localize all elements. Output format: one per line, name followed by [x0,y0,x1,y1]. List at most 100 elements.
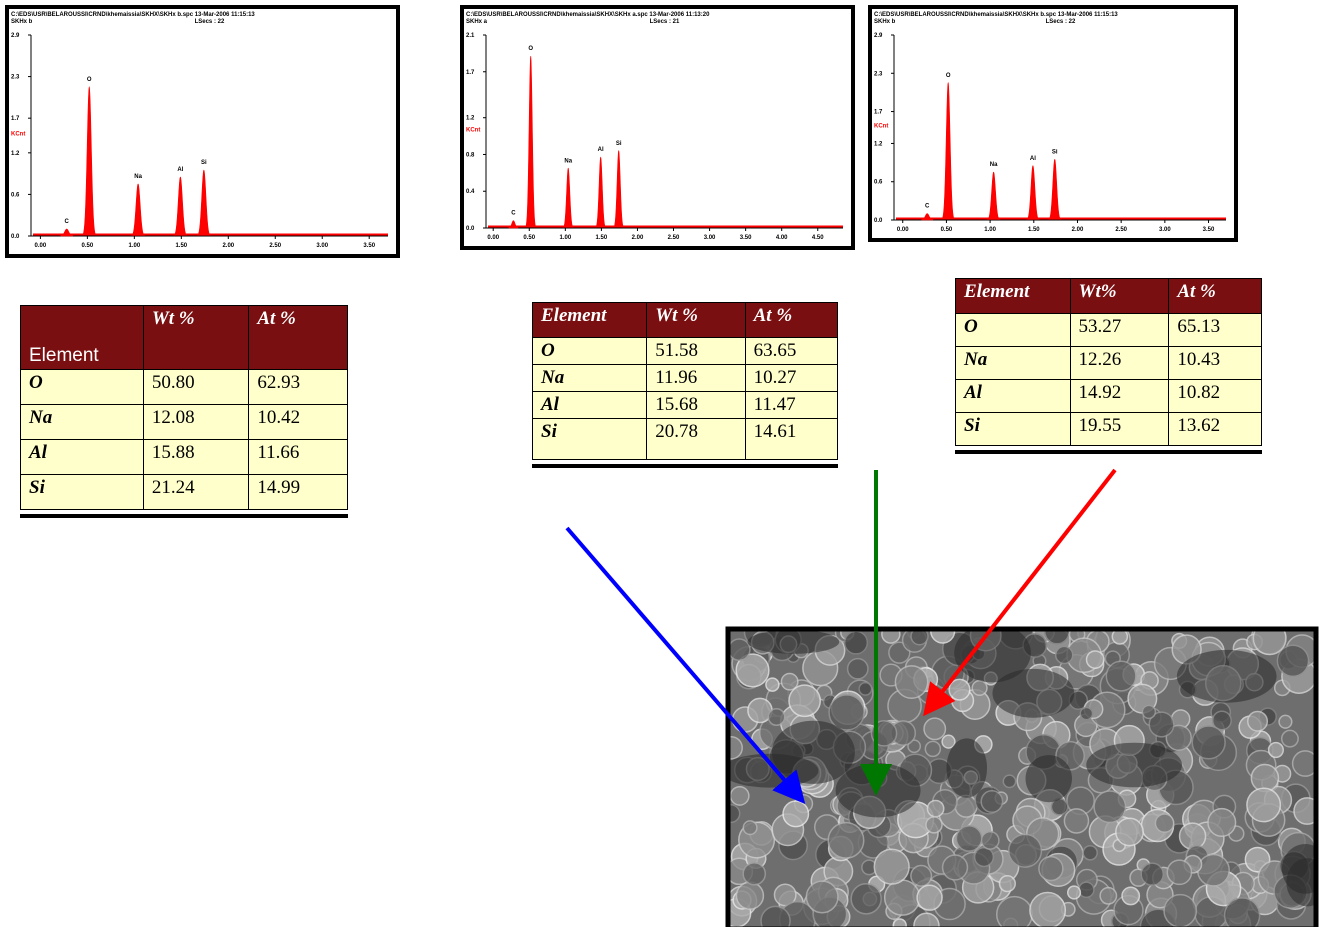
sem-grain [789,685,820,716]
x-tick-label: 1.00 [984,227,996,233]
cell: 50.80 [143,370,249,405]
x-tick-label: 3.50 [363,243,375,249]
x-tick-label: 0.50 [941,227,953,233]
peak-label: Na [564,158,572,164]
cell: 12.08 [143,405,249,440]
peak-label: Si [201,160,207,166]
header-cell: At % [249,306,348,370]
y-tick-label: 2.3 [874,71,883,77]
y-tick-label: 0.6 [874,180,883,186]
sem-grain [1068,886,1081,899]
sem-grain [1141,863,1163,885]
cell: 14.61 [745,419,837,460]
sem-shadow [747,630,839,654]
x-tick-label: 0.50 [523,235,535,241]
header-cell: Element [956,279,1071,314]
sem-grain [743,821,757,835]
sem-grain [1009,834,1042,867]
peak-label: C [511,211,516,217]
sem-shadow [946,738,987,797]
y-tick-label: 2.1 [466,33,475,39]
cell: 10.43 [1169,347,1262,380]
sem-grain [927,800,943,816]
sem-grain [997,897,1032,927]
sem-grain [917,885,942,910]
sem-shadow [1086,743,1182,788]
header-cell: Element [21,306,144,370]
header-cell: Wt % [647,303,745,338]
y-axis-label: KCnt [874,124,888,130]
cell: Al [21,440,144,475]
sem-grain [893,919,906,927]
sem-grain [1247,788,1280,821]
peak-label: Na [990,162,998,168]
sem-grain [1164,895,1196,927]
x-tick-label: 4.00 [776,235,788,241]
chart-subtitle: SKHx b [874,19,896,25]
y-tick-label: 0.6 [11,192,20,198]
sem-grain [848,659,868,679]
sem-grain [1248,711,1268,731]
chart-frame [462,7,853,248]
sem-shadow [992,669,1074,718]
sem-grain [1122,887,1139,904]
sem-grain [1079,882,1094,897]
chart-title: C:\EDS\USR\BELAROUSSI\CRND\khemaissia\SK… [466,12,710,18]
cell: 12.26 [1070,347,1169,380]
x-tick-label: 3.50 [1203,227,1215,233]
sem-grain [783,801,808,826]
sem-grain [895,666,927,698]
cell: O [21,370,144,405]
cell: 62.93 [249,370,348,405]
sem-grain [1083,846,1097,860]
sem-grain [1180,823,1206,849]
sem-grain [1080,707,1092,719]
peak-label: C [65,219,70,225]
sem-grain [1116,818,1143,845]
annotation: LSecs : 21 [650,19,680,25]
x-tick-label: 0.00 [487,235,499,241]
cell: 11.66 [249,440,348,475]
sem-grain [1208,809,1236,837]
chart-subtitle: SKHx b [11,19,33,25]
cell: Al [533,392,647,419]
cell: Si [21,475,144,510]
cell: 10.42 [249,405,348,440]
y-tick-label: 1.2 [874,141,883,147]
sem-grain [1056,646,1073,663]
sem-grain [981,832,999,850]
y-tick-label: 0.0 [11,234,20,240]
sem-grain [1003,775,1015,787]
y-tick-label: 2.3 [11,75,20,81]
peak-label: Na [134,174,142,180]
cell: Na [533,365,647,392]
sem-grain [1198,854,1230,886]
sem-shadow [1026,755,1072,802]
x-tick-label: 2.00 [632,235,644,241]
sem-grain [925,741,940,756]
sem-grain [1167,860,1191,884]
x-tick-label: 2.50 [269,243,281,249]
x-tick-label: 3.50 [740,235,752,241]
x-tick-label: 4.50 [812,235,824,241]
sem-grain [1030,893,1065,927]
cell: 19.55 [1070,413,1169,446]
peak-label: O [946,73,951,79]
sem-grain [1087,651,1104,668]
sem-grain [874,849,909,884]
page: C:\EDS\USR\BELAROUSSI\CRND\khemaissia\SK… [0,0,1320,927]
y-axis-label: KCnt [11,132,25,138]
table: ElementWt%At %O53.2765.13Na12.2610.43Al1… [955,278,1262,454]
sem-grain [943,855,968,880]
y-tick-label: 0.4 [466,189,475,195]
peak-label: Si [1052,149,1058,155]
sem-grain [766,678,779,691]
cell: 15.68 [647,392,745,419]
sem-grain [1064,809,1088,833]
x-tick-label: 2.50 [1115,227,1127,233]
sem-grain [1094,791,1125,822]
table-grid: ElementWt%At %O53.2765.13Na12.2610.43Al1… [955,278,1262,446]
sem-grain [1282,730,1298,746]
table-grid: ElementWt %At %O51.5863.65Na11.9610.27Al… [532,302,838,460]
y-tick-label: 1.7 [466,70,475,76]
